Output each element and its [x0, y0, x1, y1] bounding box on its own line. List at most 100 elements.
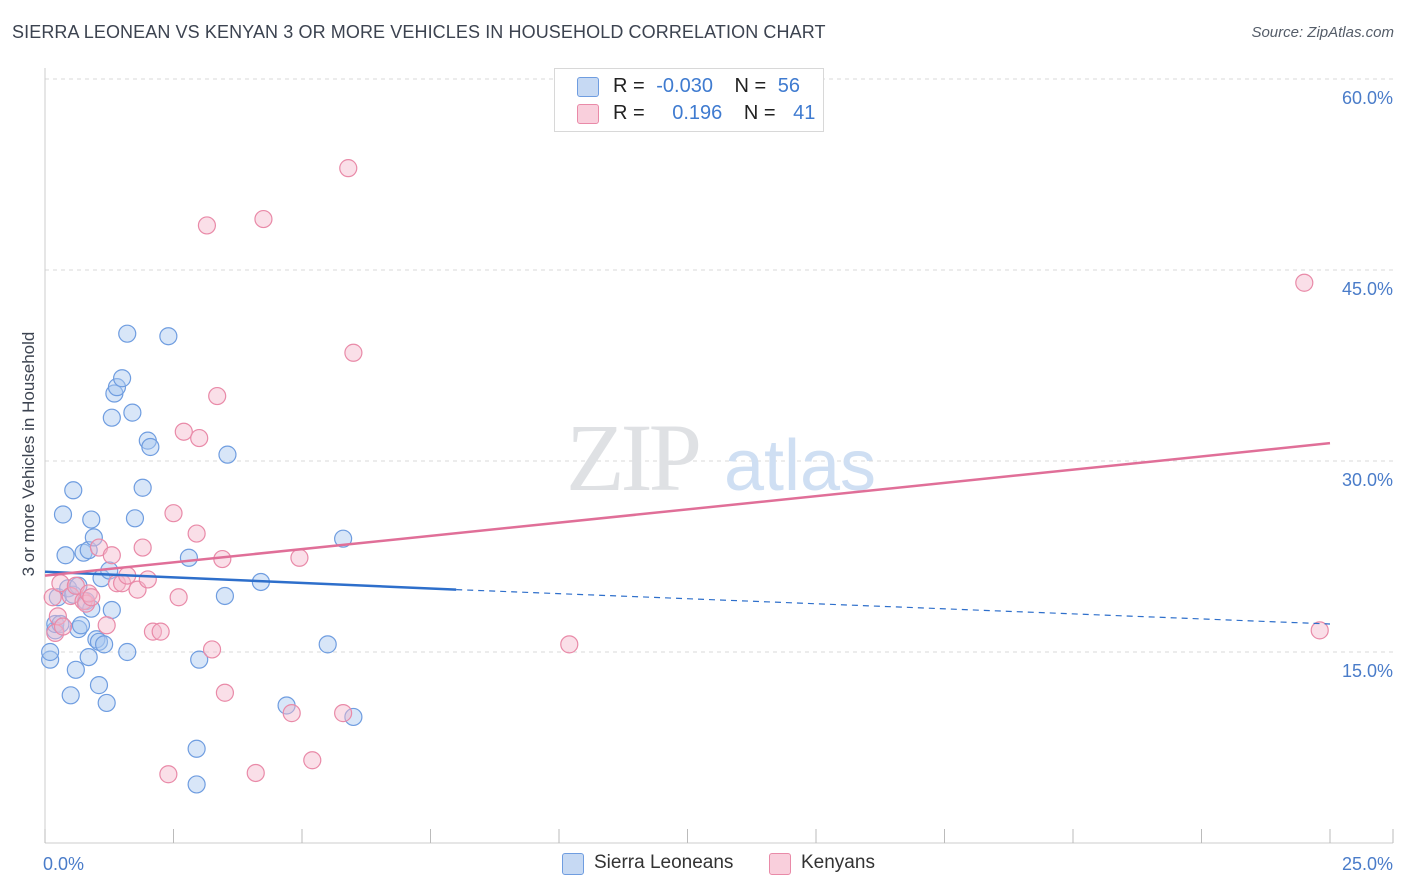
point-sierra-leonean — [79, 647, 98, 667]
y-tick-label: 60.0% — [1342, 88, 1393, 108]
point-sierra-leonean — [187, 775, 206, 794]
legend-n-value: 41 — [793, 102, 816, 124]
axes — [44, 68, 1394, 844]
point-sierra-leonean — [107, 378, 127, 397]
point-sierra-leonean — [71, 616, 91, 635]
legend-r-label: R = — [613, 102, 645, 124]
point-kenyan — [43, 588, 62, 607]
point-sierra-leonean — [187, 739, 206, 758]
point-kenyan — [303, 751, 322, 770]
point-sierra-leonean — [118, 324, 137, 343]
legend-swatch-blue — [577, 77, 599, 97]
point-kenyan — [197, 216, 217, 235]
point-kenyan — [246, 763, 265, 783]
trend-lines — [44, 441, 1331, 625]
legend-swatch-pink — [577, 104, 599, 124]
point-kenyan — [187, 524, 206, 543]
watermark-zip: ZIP — [566, 404, 699, 511]
point-kenyan — [339, 159, 358, 178]
point-kenyan — [159, 765, 178, 784]
point-sierra-leonean — [61, 686, 80, 705]
point-sierra-leonean — [118, 642, 137, 662]
y-axis-label: 3 or more Vehicles in Household — [19, 332, 38, 577]
point-kenyan — [133, 538, 152, 557]
point-sierra-leonean — [318, 635, 337, 654]
point-sierra-leonean — [89, 676, 109, 695]
point-sierra-leonean — [190, 650, 209, 669]
point-sierra-leonean — [141, 437, 160, 457]
point-kenyan — [560, 635, 579, 654]
point-sierra-leonean — [159, 327, 178, 346]
tick-labels: 15.0% 30.0% 45.0% 60.0% 0.0% 25.0% — [43, 88, 1393, 874]
source-label: Source: ZipAtlas.com — [1251, 24, 1394, 41]
x-tick-label: 0.0% — [43, 854, 84, 874]
point-kenyan — [208, 386, 227, 406]
point-kenyan — [53, 617, 73, 636]
y-tick-label: 15.0% — [1342, 661, 1393, 681]
bottom-swatch-pink — [769, 853, 791, 875]
point-kenyan — [290, 548, 309, 567]
point-kenyan — [202, 640, 222, 659]
trend-line-kenyans — [44, 441, 1331, 577]
point-sierra-leonean — [64, 481, 83, 500]
point-sierra-leonean — [41, 650, 60, 669]
point-kenyan — [138, 570, 157, 589]
bottom-swatch-blue — [562, 853, 584, 875]
point-sierra-leonean — [123, 403, 142, 422]
point-sierra-leonean — [56, 546, 75, 565]
legend-n-value: 56 — [777, 75, 801, 97]
point-kenyan — [169, 588, 188, 607]
point-sierra-leonean — [95, 635, 114, 654]
point-kenyan — [82, 588, 101, 607]
point-sierra-leonean — [215, 586, 234, 606]
point-kenyan — [102, 546, 121, 565]
point-sierra-leonean — [82, 510, 101, 529]
gridlines — [45, 78, 1393, 653]
point-sierra-leonean — [102, 600, 121, 620]
point-sierra-leonean — [89, 632, 109, 651]
point-kenyan — [1295, 273, 1314, 292]
point-kenyan — [97, 616, 116, 635]
point-kenyan — [344, 343, 363, 362]
point-sierra-leonean — [344, 707, 363, 727]
correlation-legend: R = -0.030 N = 56 R = 0.196 N = 41 — [554, 68, 824, 132]
legend-r-label: R = — [613, 75, 645, 97]
point-sierra-leonean — [66, 660, 85, 679]
legend-n-label: N = — [734, 75, 767, 97]
y-tick-label: 45.0% — [1342, 279, 1393, 299]
series-sierra-leoneans — [41, 324, 363, 794]
legend-n-label: N = — [743, 102, 776, 124]
point-sierra-leonean — [125, 509, 145, 528]
point-sierra-leonean — [218, 445, 237, 464]
point-kenyan — [254, 209, 273, 229]
point-sierra-leonean — [102, 408, 121, 427]
point-kenyan — [282, 704, 301, 723]
point-sierra-leonean — [334, 529, 353, 548]
series-kenyans — [43, 159, 1329, 784]
watermark-atlas: atlas — [724, 426, 876, 506]
point-kenyan — [151, 622, 170, 641]
chart-title: SIERRA LEONEAN VS KENYAN 3 OR MORE VEHIC… — [12, 22, 826, 42]
point-sierra-leonean — [133, 478, 152, 497]
point-kenyan — [1310, 621, 1329, 640]
legend-r-value: -0.030 — [656, 75, 713, 97]
bottom-legend-label: Kenyans — [801, 852, 875, 873]
point-kenyan — [174, 422, 193, 441]
point-kenyan — [164, 504, 183, 523]
point-kenyan — [48, 607, 67, 626]
point-kenyan — [143, 622, 163, 641]
point-kenyan — [215, 683, 234, 702]
point-sierra-leonean — [84, 528, 103, 547]
trend-line-sierra-leoneans — [44, 570, 457, 591]
point-sierra-leonean — [97, 693, 116, 713]
point-kenyan — [334, 704, 353, 723]
legend-r-value: 0.196 — [672, 102, 723, 124]
point-sierra-leonean — [41, 642, 60, 662]
point-sierra-leonean — [179, 548, 199, 567]
x-tick-label: 25.0% — [1342, 854, 1393, 874]
point-sierra-leonean — [53, 505, 73, 524]
y-tick-label: 30.0% — [1342, 470, 1393, 490]
trend-line-sierra-leoneans-extension — [456, 589, 1331, 625]
bottom-legend-label: Sierra Leoneans — [594, 852, 734, 873]
